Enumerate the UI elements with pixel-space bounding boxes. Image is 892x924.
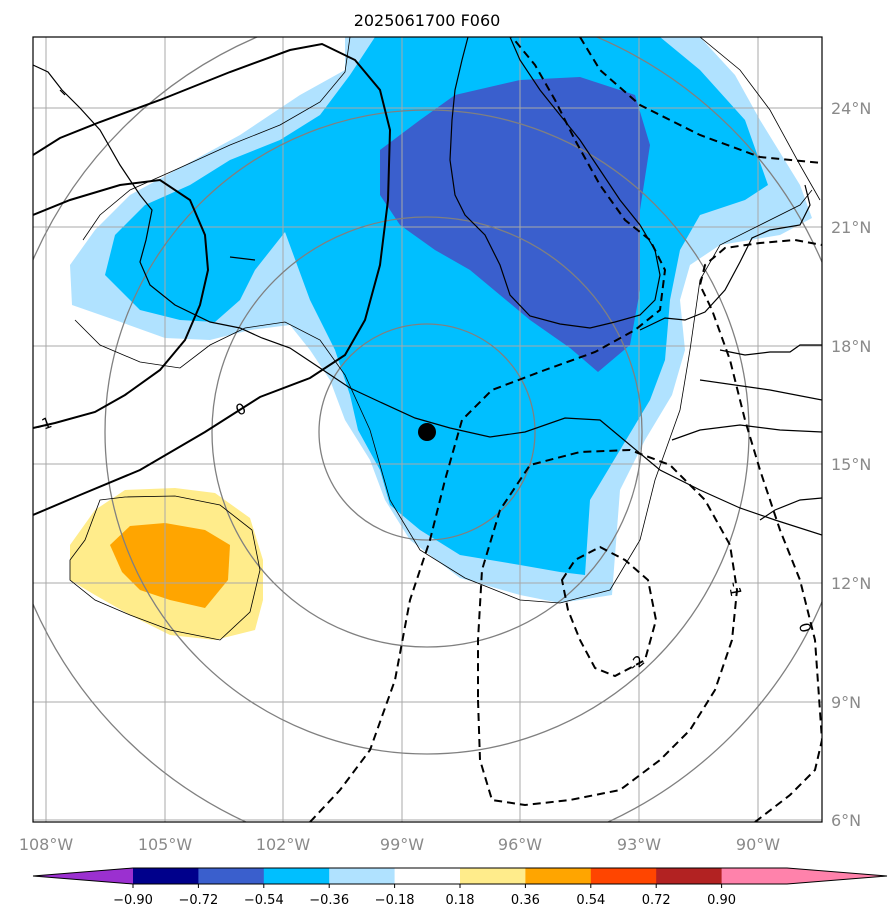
dashed-contours bbox=[309, 37, 822, 822]
shade-negative-dark bbox=[380, 77, 650, 372]
lon-tick-label: 105°W bbox=[138, 835, 193, 854]
lat-tick-label: 18°N bbox=[831, 337, 871, 356]
lon-tick-label: 93°W bbox=[617, 835, 661, 854]
map-area: -1 0 -1 -2 0 bbox=[33, 37, 822, 822]
lon-tick-label: 90°W bbox=[736, 835, 780, 854]
longitude-axis: 108°W 105°W 102°W 99°W 96°W 93°W 90°W bbox=[19, 835, 780, 854]
lon-tick-label: 96°W bbox=[498, 835, 542, 854]
storm-center-marker bbox=[418, 423, 436, 441]
lat-tick-label: 21°N bbox=[831, 218, 871, 237]
lat-tick-label: 24°N bbox=[831, 99, 871, 118]
thin-contour bbox=[69, 37, 821, 641]
lat-tick-label: 6°N bbox=[831, 811, 861, 830]
colorbar-segment bbox=[656, 868, 723, 884]
lon-tick-label: 99°W bbox=[380, 835, 424, 854]
colorbar-segment bbox=[460, 868, 526, 884]
colorbar-tick-label: 0.54 bbox=[576, 893, 605, 908]
colorbar-tick-label: −0.90 bbox=[113, 893, 153, 908]
colorbar-tick-label: −0.72 bbox=[178, 893, 218, 908]
colorbar-tick-label: 0.90 bbox=[707, 893, 736, 908]
colorbar-tick-label: 0.36 bbox=[511, 893, 540, 908]
colorbar-segment bbox=[263, 868, 330, 884]
colorbar-segment bbox=[329, 868, 396, 884]
colorbar-segment bbox=[198, 868, 265, 884]
colorbar-segment bbox=[721, 868, 788, 884]
colorbar-tick-label: −0.36 bbox=[309, 893, 349, 908]
contour-label: -1 bbox=[725, 580, 745, 598]
lat-tick-label: 9°N bbox=[831, 693, 861, 712]
lon-tick-label: 108°W bbox=[19, 835, 74, 854]
figure-title: 2025061700 F060 bbox=[354, 11, 501, 30]
colorbar-segment bbox=[394, 868, 461, 884]
lat-tick-label: 15°N bbox=[831, 455, 871, 474]
contour-label: 0 bbox=[795, 621, 815, 635]
colorbar-tick-label: −0.54 bbox=[244, 893, 284, 908]
contour-label: -1 bbox=[34, 413, 54, 435]
lat-tick-label: 12°N bbox=[831, 574, 871, 593]
colorbar-tick-label: 0.18 bbox=[446, 893, 475, 908]
colorbar-tick-label: −0.18 bbox=[375, 893, 415, 908]
colorbar-segment bbox=[525, 868, 592, 884]
lon-tick-label: 102°W bbox=[256, 835, 311, 854]
graticule bbox=[33, 37, 822, 822]
colorbar: −0.90 −0.72 −0.54 −0.36 −0.18 0.18 0.36 0.54 0.7… bbox=[32, 867, 888, 908]
colorbar-tick-label: 0.72 bbox=[642, 893, 671, 908]
colorbar-segment bbox=[133, 868, 199, 884]
colorbar-extension-high bbox=[787, 868, 887, 884]
colorbar-extension-low bbox=[33, 868, 133, 884]
coastlines bbox=[33, 37, 822, 536]
colorbar-segment bbox=[590, 868, 657, 884]
latitude-axis: 24°N 21°N 18°N 15°N 12°N 9°N 6°N bbox=[831, 99, 871, 830]
solid-contours bbox=[33, 42, 392, 516]
shade-positive-medium bbox=[110, 523, 230, 608]
map-frame bbox=[32, 36, 823, 823]
